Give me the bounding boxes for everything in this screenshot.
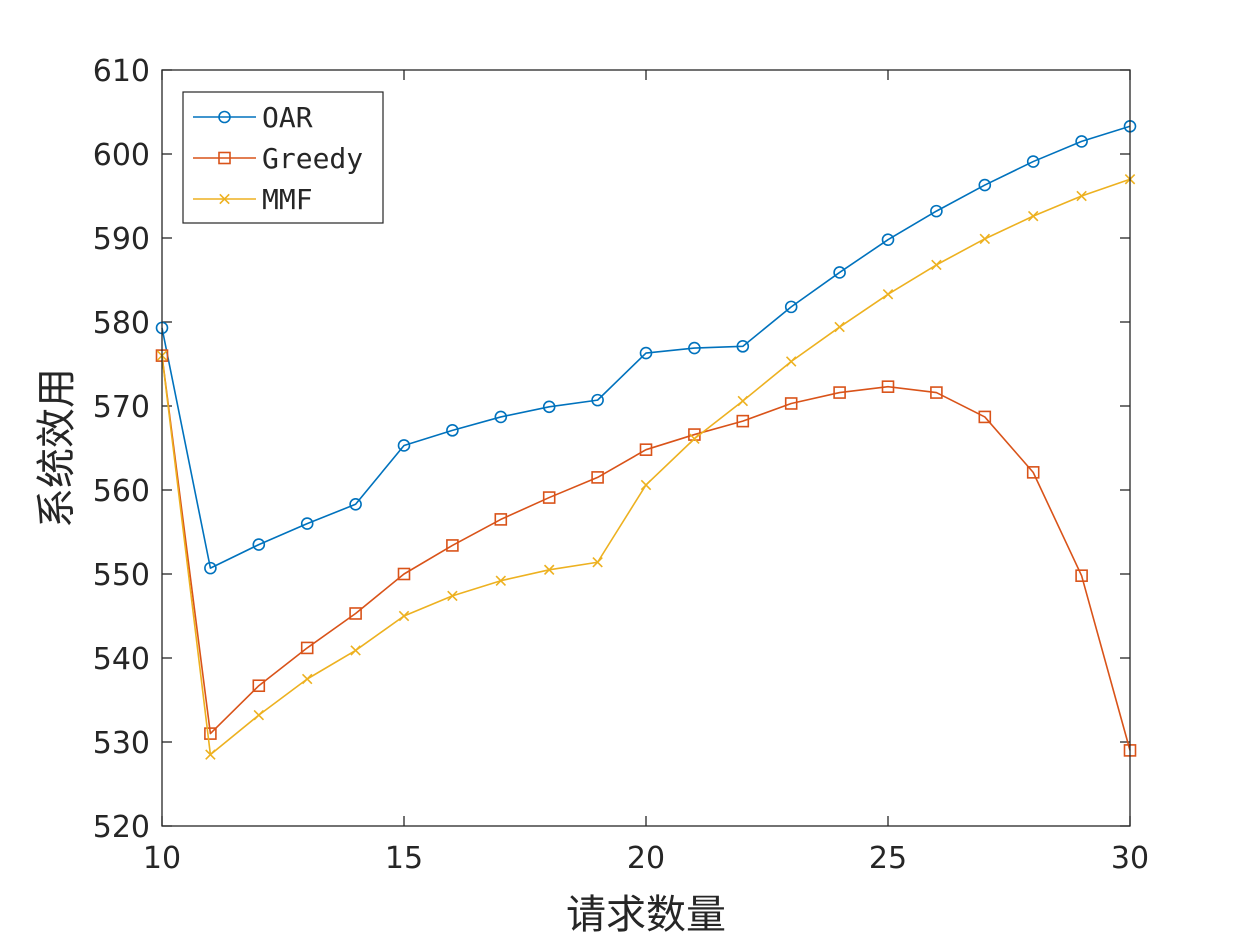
- series-line-greedy: [161, 355, 1131, 751]
- data-point-mmf: [640, 479, 652, 491]
- data-point-greedy: [1026, 466, 1040, 479]
- y-tick-label: 610: [93, 54, 150, 89]
- data-point-oar: [784, 300, 798, 314]
- data-point-mmf: [834, 321, 845, 333]
- data-point-oar: [252, 538, 266, 551]
- data-point-greedy: [881, 380, 895, 393]
- data-point-mmf: [205, 749, 216, 760]
- data-point-oar: [736, 340, 750, 353]
- data-point-oar: [930, 204, 943, 218]
- y-tick-label: 560: [93, 474, 150, 509]
- data-point-mmf: [592, 556, 603, 568]
- data-point-greedy: [736, 414, 750, 428]
- data-point-oar: [591, 393, 604, 407]
- legend-item-greedy: Greedy: [193, 142, 363, 175]
- data-point-greedy: [446, 539, 459, 552]
- data-point-greedy: [204, 727, 217, 740]
- data-point-greedy: [591, 471, 604, 484]
- data-point-mmf: [495, 575, 507, 586]
- legend-label-greedy: Greedy: [262, 142, 363, 175]
- data-point-oar: [300, 517, 314, 530]
- data-point-mmf: [785, 356, 797, 367]
- data-point-oar: [494, 410, 508, 424]
- data-point-mmf: [1027, 210, 1039, 222]
- data-point-greedy: [542, 491, 556, 504]
- x-tick-label: 10: [143, 841, 181, 876]
- axes: 10 15 20 25 30 520 530 540 550 560 570 580 590 600 610: [93, 54, 1149, 876]
- data-point-oar: [1026, 155, 1040, 168]
- series-mmf: [156, 173, 1136, 760]
- data-point-oar: [397, 439, 411, 452]
- data-point-greedy: [1075, 569, 1088, 582]
- data-point-oar: [881, 233, 895, 246]
- legend-label-oar: OAR: [262, 101, 313, 134]
- data-point-mmf: [253, 709, 265, 721]
- data-point-greedy: [978, 410, 992, 424]
- y-tick-label: 570: [93, 390, 150, 425]
- data-point-mmf: [979, 233, 991, 245]
- y-tick-label: 520: [93, 810, 150, 845]
- legend: OAR Greedy MMF: [182, 91, 384, 224]
- series-line-oar: [161, 125, 1131, 569]
- data-point-oar: [833, 266, 846, 279]
- data-point-mmf: [301, 673, 313, 685]
- y-tick-label: 580: [93, 306, 150, 341]
- data-point-mmf: [398, 610, 410, 622]
- data-point-oar: [204, 561, 217, 575]
- data-point-mmf: [737, 395, 749, 407]
- plot-area-box: [161, 69, 1131, 827]
- x-axis-title: 请求数量: [566, 892, 726, 936]
- legend-marker-oar: [218, 110, 231, 124]
- legend-marker-greedy: [218, 151, 231, 165]
- data-point-mmf: [350, 645, 361, 656]
- data-point-greedy: [349, 607, 362, 620]
- series-layer: [155, 119, 1137, 760]
- data-point-mmf: [689, 433, 700, 445]
- data-point-oar: [446, 424, 459, 437]
- y-tick-label: 600: [93, 138, 150, 173]
- legend-item-oar: OAR: [193, 101, 313, 134]
- legend-label-mmf: MMF: [262, 183, 313, 216]
- data-point-oar: [349, 497, 362, 511]
- y-axis-title: 系统效用: [34, 368, 80, 528]
- data-point-greedy: [494, 513, 508, 526]
- data-point-greedy: [639, 443, 653, 456]
- legend-item-mmf: MMF: [193, 183, 313, 216]
- data-point-greedy: [784, 397, 798, 410]
- data-point-greedy: [397, 567, 411, 581]
- data-point-mmf: [543, 564, 555, 576]
- data-point-oar: [1075, 135, 1088, 148]
- data-point-mmf: [931, 259, 942, 271]
- x-tick-label: 30: [1111, 841, 1149, 876]
- data-point-mmf: [447, 590, 458, 602]
- data-point-oar: [542, 400, 556, 414]
- legend-marker-mmf: [219, 193, 230, 205]
- data-point-oar: [688, 341, 701, 355]
- data-point-oar: [978, 178, 992, 192]
- data-point-greedy: [833, 386, 846, 399]
- data-point-mmf: [882, 289, 894, 300]
- x-tick-label: 25: [869, 841, 907, 876]
- y-tick-label: 550: [93, 558, 150, 593]
- data-point-greedy: [252, 679, 266, 693]
- data-point-greedy: [300, 641, 314, 655]
- data-point-mmf: [1076, 190, 1087, 202]
- data-point-greedy: [930, 386, 943, 399]
- y-tick-label: 540: [93, 642, 150, 677]
- data-point-oar: [639, 346, 653, 360]
- x-tick-label: 20: [627, 841, 665, 876]
- y-tick-label: 530: [93, 726, 150, 761]
- y-tick-label: 590: [93, 222, 150, 257]
- x-tick-label: 15: [385, 841, 423, 876]
